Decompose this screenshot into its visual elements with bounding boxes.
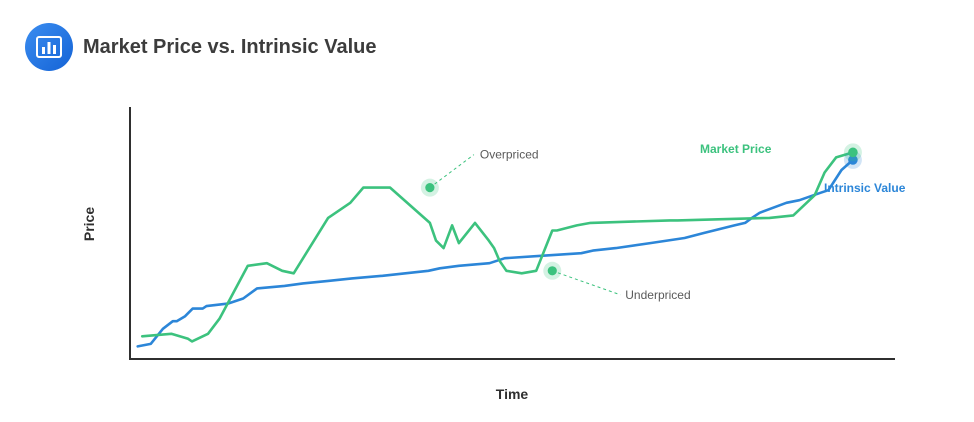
intrinsic-endpoint-marker — [848, 155, 858, 165]
market-series-line — [140, 151, 855, 343]
bar-chart-icon — [25, 23, 73, 71]
annotation-leader-0 — [429, 154, 475, 189]
chart-header: Market Price vs. Intrinsic Value — [25, 22, 376, 72]
annotation-label-1: Underpriced — [625, 288, 690, 302]
y-axis-title: Price — [81, 207, 97, 241]
page-title: Market Price vs. Intrinsic Value — [83, 35, 377, 58]
x-axis-title: Time — [496, 386, 529, 402]
intrinsic-value-label: Intrinsic Value — [824, 181, 906, 195]
market-price-label: Market Price — [700, 142, 772, 156]
market-endpoint-marker — [848, 147, 858, 158]
intrinsic-series-line — [136, 158, 855, 348]
annotation-leader-1 — [552, 270, 621, 296]
annotation-label-0: Overpriced — [480, 148, 539, 162]
